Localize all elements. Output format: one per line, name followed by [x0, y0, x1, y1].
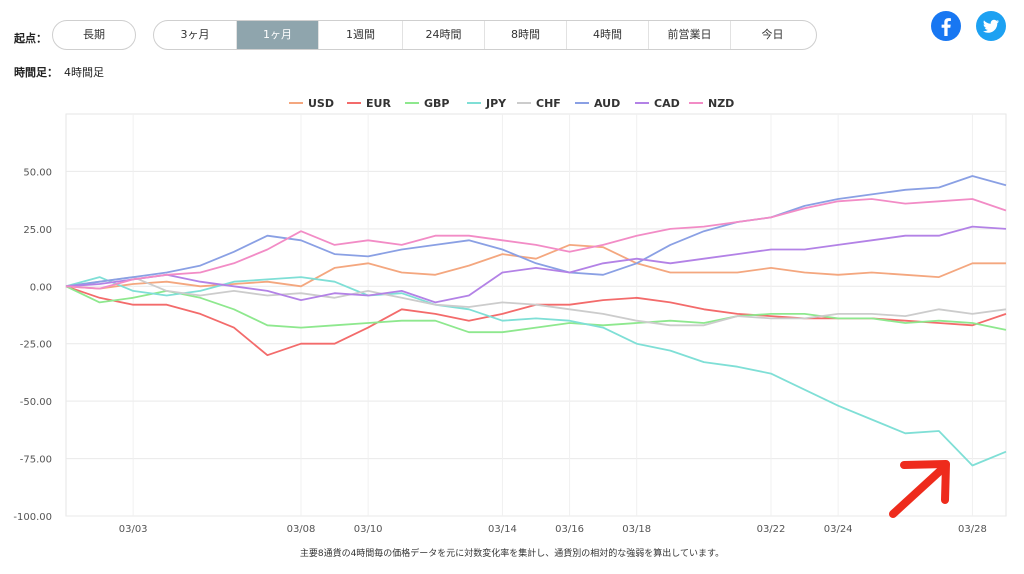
chart-legend: USD EUR GBP JPY CHF AUD CAD NZD: [289, 97, 734, 110]
y-tick-label: -25.00: [20, 340, 52, 351]
footer-note: 主要8通貨の4時間毎の価格データを元に対数変化率を集計し、通貨別の相対的な強弱を…: [299, 549, 725, 559]
timeframe-value: 4時間足: [64, 66, 104, 79]
toolbar: 起点： 長期 3ヶ月 1ヶ月 1週間 24時間 8時間 4時間 前営業日 今日 時間足： 4時…: [0, 0, 1024, 79]
period-button-4[interactable]: 8時間: [484, 21, 566, 49]
period-button-0[interactable]: 3ヶ月: [180, 28, 210, 41]
x-tick-label: 03/03: [119, 524, 148, 535]
series-line-aud: [65, 175, 1007, 288]
legend-label: NZD: [708, 97, 734, 110]
series-line-gbp: [65, 285, 1007, 334]
legend-item-gbp[interactable]: GBP: [405, 97, 449, 110]
legend-item-jpy[interactable]: JPY: [467, 97, 507, 110]
facebook-glyph: [941, 18, 951, 36]
origin-pill: 長期: [52, 20, 136, 50]
legend-item-aud[interactable]: AUD: [575, 97, 620, 110]
legend-label: AUD: [594, 97, 620, 110]
legend-item-cad[interactable]: CAD: [635, 97, 680, 110]
y-tick-label: -50.00: [20, 397, 52, 408]
facebook-share-button[interactable]: [931, 11, 961, 41]
twitter-share-button[interactable]: [976, 11, 1006, 41]
period-button-6[interactable]: 前営業日: [648, 21, 730, 49]
x-tick-label: 03/16: [555, 524, 584, 535]
period-selector: 3ヶ月 1ヶ月 1週間 24時間 8時間 4時間 前営業日 今日: [153, 20, 817, 50]
x-tick-label: 03/08: [287, 524, 316, 535]
legend-label: JPY: [485, 97, 507, 110]
y-tick-label: 25.00: [23, 225, 52, 236]
legend-label: CAD: [654, 97, 680, 110]
legend-label: EUR: [366, 97, 391, 110]
legend-item-eur[interactable]: EUR: [347, 97, 391, 110]
legend-label: USD: [308, 97, 334, 110]
currency-strength-chart: USD EUR GBP JPY CHF AUD CAD NZD 50.00 25.00 0.00 -…: [13, 97, 1007, 535]
x-tick-label: 03/14: [488, 524, 517, 535]
x-tick-label: 03/24: [824, 524, 853, 535]
y-tick-label: -100.00: [13, 512, 52, 523]
x-tick-label: 03/22: [757, 524, 786, 535]
period-button-3[interactable]: 24時間: [402, 21, 484, 49]
plot-frame: [65, 113, 1007, 517]
x-tick-label: 03/28: [958, 524, 987, 535]
series-line-nzd: [65, 198, 1007, 290]
origin-label: 起点：: [14, 32, 47, 45]
red-arrow-shaft: [889, 467, 944, 518]
series-line-cad: [65, 225, 1007, 304]
series-line-chf: [65, 276, 1007, 327]
twitter-glyph: [983, 19, 999, 33]
y-tick-label: -75.00: [20, 455, 52, 466]
red-arrow-annotation: [889, 460, 950, 518]
period-button-1[interactable]: 1ヶ月: [236, 21, 318, 49]
y-tick-label: 50.00: [23, 167, 52, 178]
period-button-5[interactable]: 4時間: [566, 21, 648, 49]
x-tick-label: 03/10: [354, 524, 383, 535]
legend-item-usd[interactable]: USD: [289, 97, 334, 110]
period-button-7[interactable]: 今日: [730, 21, 814, 49]
x-tick-label: 03/18: [622, 524, 651, 535]
y-tick-label: 0.00: [30, 282, 52, 293]
legend-item-chf[interactable]: CHF: [517, 97, 561, 110]
legend-item-nzd[interactable]: NZD: [689, 97, 734, 110]
timeframe-label: 時間足：: [14, 66, 58, 79]
twitter-icon: [976, 11, 1006, 41]
plot-area: 50.00 25.00 0.00 -25.00 -50.00 -75.00 -100.00 0…: [13, 113, 1007, 535]
origin-button-long-term[interactable]: 長期: [83, 28, 105, 41]
legend-label: CHF: [536, 97, 561, 110]
facebook-icon: [931, 11, 961, 41]
period-button-2[interactable]: 1週間: [318, 21, 402, 49]
red-arrow-head: [900, 460, 950, 504]
legend-label: GBP: [424, 97, 449, 110]
